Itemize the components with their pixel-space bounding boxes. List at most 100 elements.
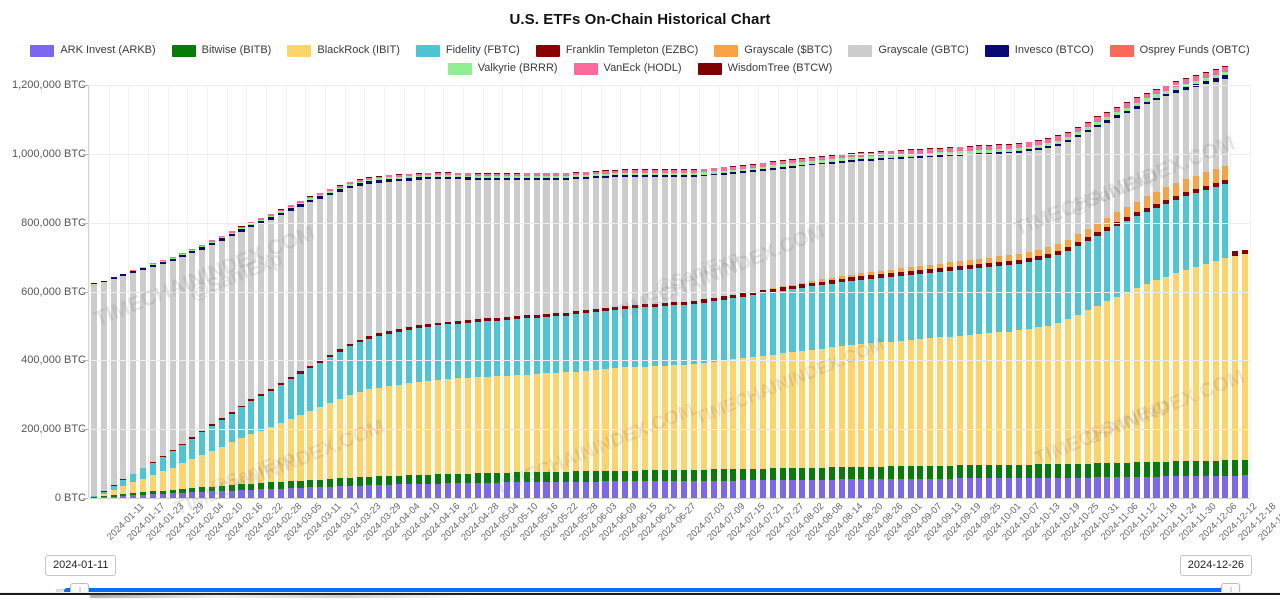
bar-column[interactable] (386, 174, 393, 498)
bar-column[interactable] (523, 172, 530, 498)
bar-column[interactable] (179, 252, 186, 498)
bar-column[interactable] (1025, 141, 1032, 498)
legend-item-btco[interactable]: Invesco (BTCO) (984, 44, 1094, 57)
bar-column[interactable] (868, 151, 875, 498)
bar-column[interactable] (149, 263, 156, 498)
bar-column[interactable] (887, 150, 894, 498)
bar-column[interactable] (336, 185, 343, 498)
legend-item-ibit[interactable]: BlackRock (IBIT) (287, 44, 400, 57)
bar-column[interactable] (208, 240, 216, 498)
bar-column[interactable] (415, 173, 422, 498)
bar-column[interactable] (563, 172, 570, 498)
bar-column[interactable] (1094, 116, 1101, 498)
legend-item-arkb[interactable]: ARK Invest (ARKB) (30, 44, 156, 57)
legend-item-hodl[interactable]: VanEck (HODL) (573, 62, 682, 75)
bar-column[interactable] (759, 162, 766, 498)
bar-column[interactable] (435, 172, 442, 498)
bar-column[interactable] (740, 164, 747, 498)
bar-column[interactable] (238, 226, 245, 498)
legend-item-obtc[interactable]: Osprey Funds (OBTC) (1109, 44, 1250, 57)
bar-column[interactable] (769, 161, 776, 498)
bar-column[interactable] (376, 176, 383, 498)
bar-column[interactable] (445, 172, 452, 498)
bar-column[interactable] (602, 170, 609, 498)
bar-column[interactable] (818, 155, 826, 498)
bar-column[interactable] (1202, 71, 1209, 498)
bar-column[interactable] (897, 149, 904, 498)
bar-column[interactable] (720, 166, 727, 498)
bar-column[interactable] (1232, 251, 1239, 498)
bar-column[interactable] (1035, 139, 1042, 498)
bar-column[interactable] (809, 156, 816, 498)
slider-track[interactable] (64, 588, 1232, 594)
legend-item-btc[interactable]: Grayscale ($BTC) (714, 44, 832, 57)
bar-column[interactable] (838, 153, 845, 498)
bar-column[interactable] (1182, 77, 1190, 498)
bar-column[interactable] (1163, 84, 1170, 498)
bar-column[interactable] (622, 169, 629, 498)
bar-column[interactable] (1114, 106, 1121, 498)
bar-column[interactable] (1045, 138, 1052, 498)
bar-column[interactable] (130, 270, 137, 498)
bar-column[interactable] (346, 181, 353, 498)
bar-column[interactable] (474, 172, 481, 498)
bar-column[interactable] (1222, 65, 1229, 498)
bar-column[interactable] (110, 277, 117, 498)
bar-column[interactable] (1015, 142, 1022, 498)
bar-column[interactable] (327, 188, 334, 498)
bar-column[interactable] (1242, 249, 1249, 498)
bar-column[interactable] (789, 159, 796, 498)
legend-item-brrr[interactable]: Valkyrie (BRRR) (447, 62, 558, 75)
bar-column[interactable] (120, 273, 127, 498)
bar-column[interactable] (661, 169, 668, 498)
bar-column[interactable] (641, 169, 648, 498)
bar-column[interactable] (484, 173, 491, 498)
bar-column[interactable] (799, 158, 806, 498)
bar-column[interactable] (700, 168, 707, 498)
bar-column[interactable] (513, 172, 521, 498)
bar-column[interactable] (90, 283, 97, 498)
bar-column[interactable] (317, 192, 324, 498)
bar-column[interactable] (877, 151, 885, 498)
bar-column[interactable] (1104, 111, 1111, 498)
bar-column[interactable] (1153, 88, 1160, 498)
bar-column[interactable] (258, 217, 265, 498)
bar-column[interactable] (671, 169, 678, 498)
bar-column[interactable] (651, 169, 658, 498)
bar-column[interactable] (612, 169, 619, 498)
bar-column[interactable] (937, 147, 944, 498)
range-start-date[interactable]: 2024-01-11 (45, 555, 117, 576)
bar-column[interactable] (159, 260, 166, 498)
bar-column[interactable] (1074, 126, 1081, 498)
bar-column[interactable] (228, 231, 235, 498)
bar-column[interactable] (307, 196, 314, 498)
bar-column[interactable] (946, 147, 953, 498)
legend-item-ezbc[interactable]: Franklin Templeton (EZBC) (535, 44, 698, 57)
bar-column[interactable] (494, 173, 501, 498)
bar-column[interactable] (681, 169, 688, 498)
bar-column[interactable] (956, 146, 963, 498)
bar-column[interactable] (1173, 80, 1180, 498)
bar-column[interactable] (297, 200, 304, 498)
bar-column[interactable] (917, 148, 924, 498)
legend-item-gbtc[interactable]: Grayscale (GBTC) (848, 44, 969, 57)
bar-column[interactable] (199, 244, 206, 498)
bar-column[interactable] (533, 172, 540, 498)
bar-column[interactable] (848, 152, 855, 498)
bar-column[interactable] (189, 248, 196, 498)
bar-column[interactable] (543, 172, 550, 498)
bar-column[interactable] (966, 146, 973, 498)
bar-column[interactable] (907, 149, 914, 498)
legend-item-btcw[interactable]: WisdomTree (BTCW) (697, 62, 832, 75)
bar-column[interactable] (454, 172, 461, 498)
bar-column[interactable] (986, 144, 993, 498)
bar-column[interactable] (1123, 101, 1131, 498)
bar-column[interactable] (976, 145, 983, 498)
bar-column[interactable] (1143, 92, 1150, 498)
bar-column[interactable] (1084, 121, 1091, 498)
bar-column[interactable] (277, 209, 284, 498)
bar-column[interactable] (100, 280, 107, 498)
bar-column[interactable] (366, 177, 373, 498)
bar-column[interactable] (858, 152, 865, 498)
bar-column[interactable] (582, 171, 589, 498)
